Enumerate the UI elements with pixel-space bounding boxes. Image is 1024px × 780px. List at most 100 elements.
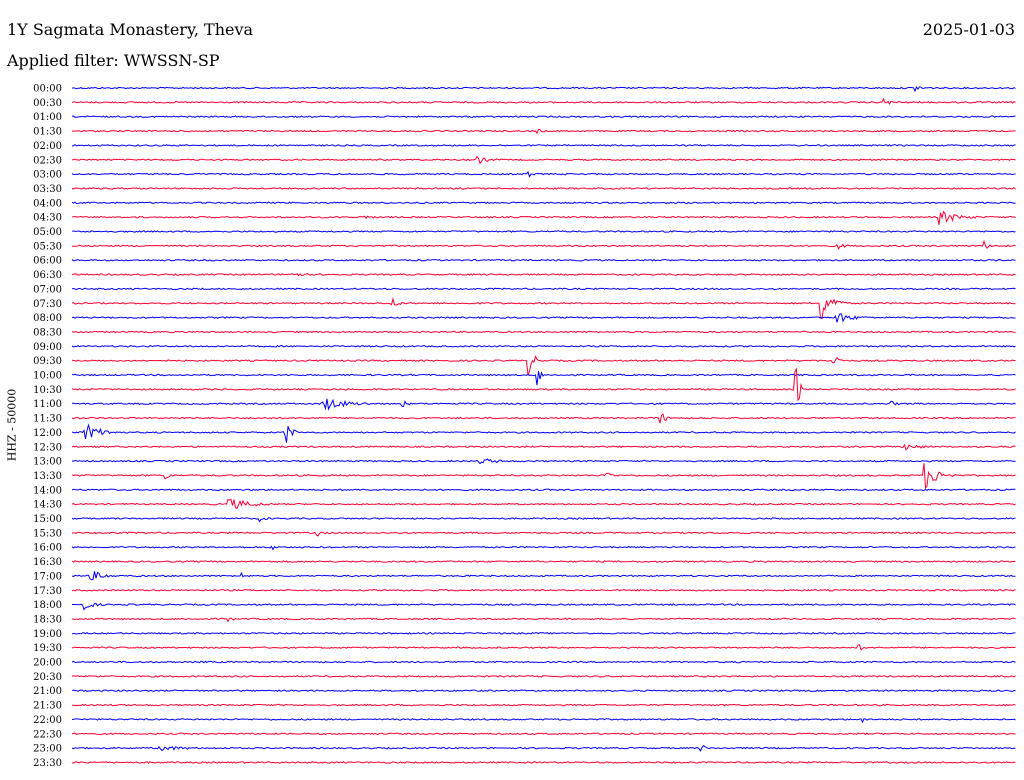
- time-tick-label: 11:30: [33, 414, 62, 425]
- trace-line-0400: [71, 201, 1016, 205]
- time-tick-label: 00:30: [33, 98, 62, 109]
- trace-line-1400: [71, 488, 1016, 492]
- trace-line-0700: [71, 287, 1016, 291]
- time-tick-label: 19:30: [33, 643, 62, 654]
- trace-line-0900: [71, 344, 1016, 348]
- trace-group: [71, 86, 1016, 764]
- trace-line-0530: [71, 239, 1016, 250]
- trace-line-0200: [71, 144, 1016, 147]
- trace-line-0100: [71, 115, 1016, 119]
- time-tick-label: 13:30: [33, 471, 62, 482]
- time-tick-label: 02:30: [33, 155, 62, 166]
- trace-line-0730: [71, 296, 1016, 320]
- time-tick-label: 11:00: [33, 399, 62, 410]
- time-tick-label: 10:00: [33, 371, 62, 382]
- trace-line-1930: [71, 644, 1016, 651]
- trace-line-1000: [71, 371, 1016, 386]
- trace-line-1530: [71, 531, 1016, 537]
- trace-line-0030: [71, 97, 1016, 105]
- time-tick-label: 16:30: [33, 557, 62, 568]
- time-tick-label: 18:30: [33, 614, 62, 625]
- time-tick-label: 09:00: [33, 342, 62, 353]
- time-tick-label: 10:30: [33, 385, 62, 396]
- time-tick-label: 17:30: [33, 586, 62, 597]
- station-title: 1Y Sagmata Monastery, Theva: [7, 20, 254, 39]
- trace-line-1800: [71, 602, 1016, 611]
- trace-line-1700: [71, 571, 1016, 581]
- time-tick-label: 20:30: [33, 672, 62, 683]
- time-tick-label: 08:00: [33, 313, 62, 324]
- trace-line-1030: [71, 367, 1016, 402]
- trace-line-0000: [71, 86, 1016, 93]
- time-tick-label: 08:30: [33, 327, 62, 338]
- trace-line-0600: [71, 258, 1016, 262]
- time-tick-label: 21:30: [33, 701, 62, 712]
- trace-line-0300: [71, 170, 1016, 178]
- time-tick-label: 22:00: [33, 715, 62, 726]
- trace-line-1500: [71, 517, 1016, 523]
- time-tick-label: 13:00: [33, 457, 62, 468]
- trace-line-1230: [71, 443, 1016, 451]
- time-tick-label: 20:00: [33, 658, 62, 669]
- time-tick-label: 03:30: [33, 184, 62, 195]
- trace-line-0330: [71, 187, 1016, 190]
- trace-line-2000: [71, 660, 1016, 664]
- trace-line-1430: [71, 498, 1016, 509]
- time-tick-label: 07:30: [33, 299, 62, 310]
- trace-line-1830: [71, 617, 1016, 623]
- time-tick-label: 07:00: [33, 284, 62, 295]
- time-tick-label: 06:30: [33, 270, 62, 281]
- trace-line-1330: [71, 463, 1016, 490]
- time-tick-label: 12:00: [33, 428, 62, 439]
- time-tick-label: 12:30: [33, 442, 62, 453]
- time-tick-label: 19:00: [33, 629, 62, 640]
- trace-line-2230: [71, 732, 1016, 736]
- trace-line-1100: [71, 398, 1016, 411]
- date-label: 2025-01-03: [922, 20, 1015, 39]
- trace-line-0630: [71, 273, 1016, 277]
- time-tick-label: 04:30: [33, 213, 62, 224]
- tick-label-group: 00:00 00:30 01:00 01:30 02:00 02:30 03:00 03:30…: [33, 84, 62, 769]
- trace-line-0130: [71, 128, 1016, 135]
- time-tick-label: 23:00: [33, 744, 62, 755]
- time-tick-label: 22:30: [33, 729, 62, 740]
- trace-line-0830: [71, 330, 1016, 334]
- trace-line-0500: [71, 230, 1016, 233]
- trace-line-1630: [71, 560, 1016, 563]
- time-tick-label: 06:00: [33, 256, 62, 267]
- trace-line-2330: [71, 761, 1016, 764]
- time-tick-label: 00:00: [33, 84, 62, 95]
- time-tick-label: 02:00: [33, 141, 62, 152]
- trace-line-0430: [71, 210, 1016, 225]
- trace-line-2200: [71, 718, 1016, 724]
- time-tick-label: 18:00: [33, 600, 62, 611]
- trace-line-0930: [71, 355, 1016, 376]
- time-tick-label: 15:30: [33, 528, 62, 539]
- time-tick-label: 17:00: [33, 571, 62, 582]
- time-tick-label: 05:00: [33, 227, 62, 238]
- time-tick-label: 14:30: [33, 500, 62, 511]
- time-tick-label: 05:30: [33, 241, 62, 252]
- trace-line-1300: [71, 458, 1016, 465]
- trace-line-2030: [71, 675, 1016, 678]
- trace-line-1900: [71, 631, 1016, 635]
- trace-line-1200: [71, 423, 1016, 443]
- time-tick-label: 09:30: [33, 356, 62, 367]
- trace-line-2300: [71, 744, 1016, 752]
- time-tick-label: 15:00: [33, 514, 62, 525]
- trace-line-1130: [71, 413, 1016, 424]
- time-tick-label: 21:00: [33, 686, 62, 697]
- trace-line-0230: [71, 155, 1016, 165]
- filter-label: Applied filter: WWSSN-SP: [7, 51, 220, 70]
- time-tick-label: 23:30: [33, 758, 62, 769]
- time-tick-label: 16:00: [33, 543, 62, 554]
- trace-line-1730: [71, 588, 1016, 592]
- time-tick-label: 03:00: [33, 170, 62, 181]
- time-tick-label: 01:00: [33, 112, 62, 123]
- time-tick-label: 04:00: [33, 198, 62, 209]
- trace-line-1600: [71, 545, 1016, 551]
- trace-line-2100: [71, 689, 1016, 693]
- time-tick-label: 14:00: [33, 485, 62, 496]
- time-tick-label: 01:30: [33, 127, 62, 138]
